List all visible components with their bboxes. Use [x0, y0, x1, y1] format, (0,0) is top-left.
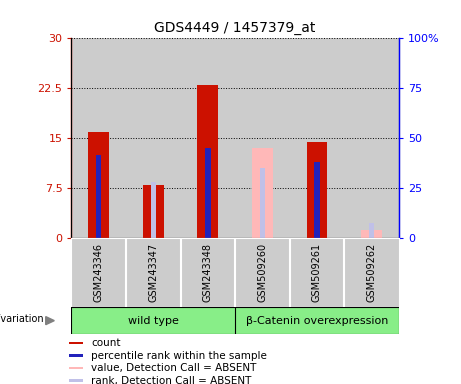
- Bar: [126, 38, 181, 238]
- Polygon shape: [46, 316, 54, 325]
- Text: GSM243347: GSM243347: [148, 243, 158, 302]
- Bar: [143, 185, 164, 238]
- Text: β-Catenin overexpression: β-Catenin overexpression: [246, 316, 388, 326]
- Bar: [252, 148, 273, 238]
- Bar: [290, 38, 344, 238]
- Bar: [71, 307, 235, 334]
- Bar: [344, 38, 399, 238]
- Text: value, Detection Call = ABSENT: value, Detection Call = ABSENT: [91, 363, 257, 373]
- Text: GSM243348: GSM243348: [203, 243, 213, 302]
- Title: GDS4449 / 1457379_at: GDS4449 / 1457379_at: [154, 21, 316, 35]
- Bar: [89, 132, 109, 238]
- Bar: [205, 148, 211, 238]
- Text: genotype/variation: genotype/variation: [0, 314, 44, 324]
- Bar: [235, 307, 399, 334]
- Bar: [151, 182, 156, 238]
- Text: wild type: wild type: [128, 316, 179, 326]
- Bar: [197, 85, 218, 238]
- Bar: [314, 162, 319, 238]
- Bar: [369, 223, 374, 238]
- Text: percentile rank within the sample: percentile rank within the sample: [91, 351, 267, 361]
- Text: count: count: [91, 338, 121, 348]
- Text: GSM509260: GSM509260: [257, 243, 267, 302]
- Text: rank, Detection Call = ABSENT: rank, Detection Call = ABSENT: [91, 376, 252, 384]
- Bar: [69, 379, 83, 382]
- Bar: [307, 142, 327, 238]
- Bar: [181, 38, 235, 238]
- Text: GSM243346: GSM243346: [94, 243, 104, 302]
- Bar: [361, 230, 382, 238]
- Bar: [71, 38, 126, 238]
- Bar: [69, 367, 83, 369]
- Bar: [96, 155, 101, 238]
- Bar: [69, 354, 83, 357]
- Bar: [235, 38, 290, 238]
- Text: GSM509261: GSM509261: [312, 243, 322, 302]
- Bar: [260, 168, 265, 238]
- Text: GSM509262: GSM509262: [366, 243, 377, 302]
- Bar: [69, 342, 83, 344]
